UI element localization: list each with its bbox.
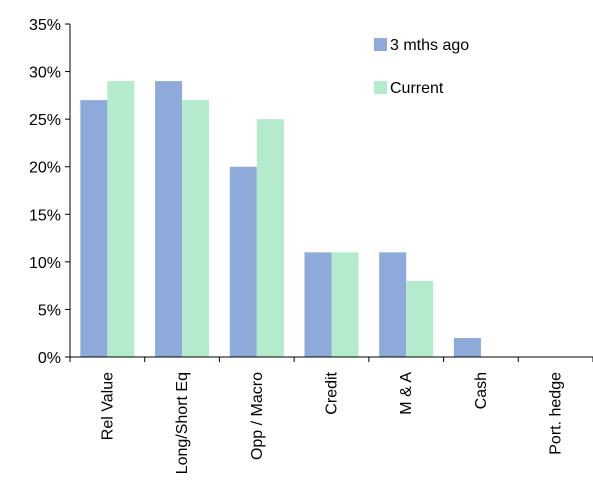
y-axis-ticks: 0% 5% 10% 15% 20% 25% 30% 35% [29,17,70,367]
x-category-label: Cash [473,372,490,409]
bar-series1-1 [80,100,108,357]
bar-series2-5 [406,280,434,357]
bar-series1-3 [229,166,257,357]
y-tick-label: 20% [29,160,61,177]
y-tick-label: 10% [29,255,61,272]
bar-series1-2 [155,81,183,357]
x-category-label: Long/Short Eq [174,372,191,474]
y-tick-label: 30% [29,65,61,82]
x-category-label: Credit [324,371,341,414]
bar-series2-1 [107,81,135,357]
x-category-label: Port. hedge [548,372,565,455]
x-category-label: Rel Value [99,372,116,440]
legend-swatch-2 [374,81,387,94]
y-tick-label: 0% [38,350,61,367]
y-tick-label: 35% [29,17,61,34]
y-tick-label: 5% [38,302,61,319]
bar-series1-5 [379,252,407,357]
x-category-label: M & A [398,372,415,415]
bar-series2-2 [182,100,210,357]
legend-swatch-1 [374,38,387,51]
y-tick-label: 25% [29,112,61,129]
legend-label-1: 3 mths ago [390,37,469,54]
x-category-label: Opp / Macro [249,372,266,460]
bar-series2-3 [256,119,284,358]
bar-series1-4 [304,252,332,357]
bar-series2-4 [331,252,359,357]
x-axis-ticks: Rel Value Long/Short Eq Opp / Macro Credit M… [69,357,593,474]
legend: 3 mths ago Current [374,37,469,97]
y-tick-label: 15% [29,207,61,224]
bars-group [80,81,481,358]
legend-label-2: Current [390,80,444,97]
bar-series1-6 [453,337,481,357]
